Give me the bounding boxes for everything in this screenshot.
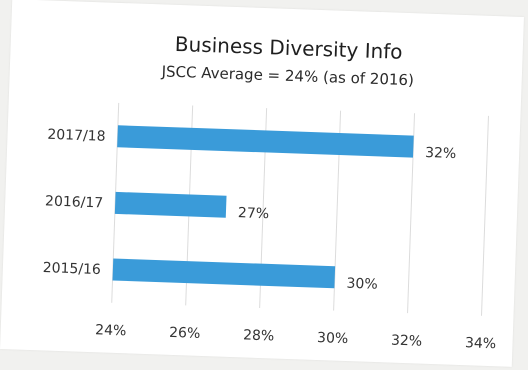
bar [112, 258, 336, 289]
data-label: 27% [238, 205, 270, 222]
x-tick-label: 32% [391, 333, 423, 350]
x-tick-label: 24% [95, 322, 127, 339]
data-label: 30% [346, 276, 378, 293]
x-tick-label: 26% [169, 325, 201, 342]
category-axis: 2017/18 2016/17 2015/16 [42, 127, 105, 278]
data-label: 32% [425, 145, 457, 162]
gridline [481, 115, 489, 316]
bars-layer [112, 125, 414, 289]
category-label: 2016/17 [45, 193, 104, 211]
category-label: 2017/18 [47, 127, 106, 145]
value-axis: 24% 26% 28% 30% 32% 34% [95, 322, 496, 352]
x-tick-label: 30% [317, 330, 349, 347]
category-label: 2015/16 [42, 260, 101, 278]
data-labels: 32% 27% 30% [238, 145, 457, 293]
chart-subtitle: JSCC Average = 24% (as of 2016) [160, 62, 414, 89]
x-tick-label: 34% [465, 335, 497, 352]
bar [117, 125, 414, 158]
bar [114, 191, 227, 218]
chart-title: Business Diversity Info [175, 32, 403, 64]
x-tick-label: 28% [243, 327, 275, 344]
